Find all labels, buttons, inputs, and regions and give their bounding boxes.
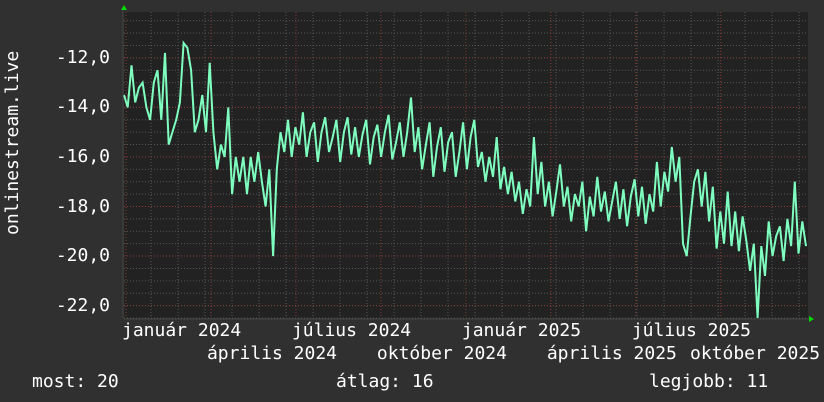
x-tick-label: október 2024 [376, 343, 507, 364]
y-tick-label: -14,0 [55, 96, 110, 118]
y-tick-label: -16,0 [55, 145, 110, 167]
legend-now: most: 20 [32, 371, 119, 392]
y-axis-arrow-icon [121, 5, 127, 10]
y-tick-label: -20,0 [55, 245, 110, 267]
y-axis-label: onlinestream.live [2, 50, 23, 235]
legend-average: átlag: 16 [336, 371, 434, 392]
x-tick-label: július 2025 [631, 320, 752, 341]
y-tick-label: -12,0 [55, 46, 110, 68]
x-tick-label: július 2024 [291, 320, 412, 341]
x-tick-label: április 2025 [546, 343, 677, 364]
legend-best: legjobb: 11 [649, 371, 769, 392]
y-tick-label: -18,0 [55, 195, 110, 217]
series-line [123, 40, 807, 319]
x-axis-arrow-icon [809, 316, 814, 322]
y-tick-label: -22,0 [55, 294, 110, 316]
x-tick-label: október 2025 [690, 343, 821, 364]
x-tick-label: január 2025 [461, 320, 582, 341]
x-tick-label: április 2024 [206, 343, 338, 364]
x-tick-label: január 2024 [122, 320, 242, 341]
